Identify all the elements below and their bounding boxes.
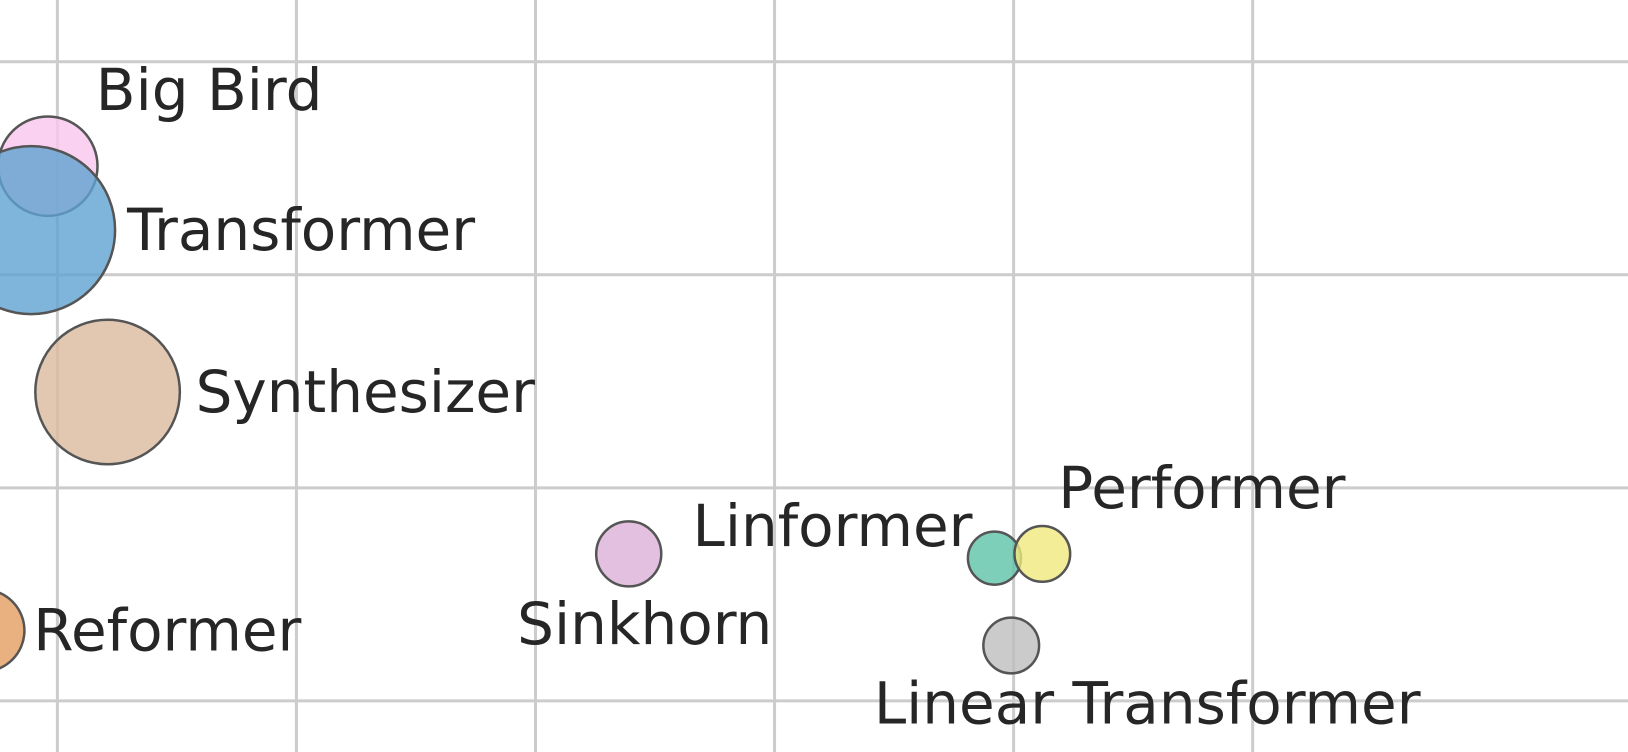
bubble-reformer: [0, 591, 26, 670]
label-linear-transformer: Linear Transformer: [874, 669, 1421, 737]
labels: Big Bird Transformer Synthesizer Reformer Si…: [33, 56, 1420, 737]
bubble-performer: [1013, 524, 1072, 583]
bubble-linear-transformer: [982, 616, 1041, 675]
label-transformer: Transformer: [126, 196, 475, 264]
label-reformer: Reformer: [33, 597, 301, 665]
label-big-bird: Big Bird: [96, 56, 323, 124]
bubble-synthesizer: [34, 318, 182, 466]
label-linformer: Linformer: [693, 492, 973, 560]
bubble-linformer: [966, 530, 1023, 586]
bubbles: [0, 115, 1072, 675]
label-synthesizer: Synthesizer: [196, 358, 536, 426]
bubble-transformer: [0, 144, 117, 316]
label-sinkhorn: Sinkhorn: [517, 590, 772, 658]
label-performer: Performer: [1058, 454, 1345, 522]
bubble-sinkhorn: [594, 520, 663, 588]
